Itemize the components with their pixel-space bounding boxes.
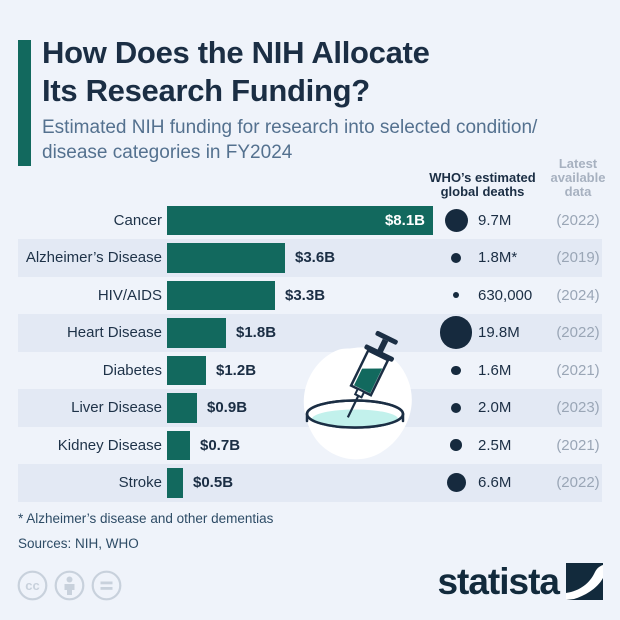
funding-bar (167, 243, 285, 273)
page-subtitle: Estimated NIH funding for research into … (42, 115, 612, 165)
latest-data-year: (2022) (556, 474, 600, 492)
page-title-line1: How Does the NIH Allocate (42, 35, 430, 70)
deaths-value-label: 6.6M (478, 474, 512, 492)
latest-data-year: (2022) (556, 324, 600, 342)
funding-bar (167, 393, 197, 423)
statista-logo-mark (566, 563, 603, 600)
chart-row: HIV/AIDS $3.3B 630,000 (2024) (0, 277, 620, 315)
no-derivatives-icon[interactable] (91, 570, 122, 601)
creative-commons-icon[interactable]: cc (17, 570, 48, 601)
latest-data-year: (2023) (556, 399, 600, 417)
deaths-header-line1: WHO’s estimated (429, 170, 536, 185)
funding-bar (167, 280, 275, 310)
category-label: Stroke (118, 474, 162, 492)
deaths-value-label: 19.8M (478, 324, 520, 342)
deaths-dot (451, 365, 461, 375)
chart-row: Cancer $8.1B 9.7M (2022) (0, 202, 620, 240)
funding-value-label: $0.7B (200, 436, 241, 454)
deaths-value-label: 2.0M (478, 399, 512, 417)
category-label: Diabetes (102, 361, 162, 379)
sources-line: Sources: NIH, WHO (18, 536, 139, 551)
attribution-icon[interactable] (54, 570, 85, 601)
page-subtitle-line2: disease categories in FY2024 (42, 142, 293, 163)
page-title-line2: Its Research Funding? (42, 73, 370, 108)
latest-data-year: (2022) (556, 211, 600, 229)
funding-value-label: $0.5B (193, 474, 234, 492)
latest-data-year: (2021) (556, 436, 600, 454)
category-label: Liver Disease (71, 399, 162, 417)
row-background-band (18, 314, 602, 352)
latest-data-year: (2024) (556, 286, 600, 304)
funding-value-label: $0.9B (207, 399, 248, 417)
chart-row: Kidney Disease $0.7B 2.5M (2021) (0, 427, 620, 465)
chart-row: Alzheimer’s Disease $3.6B 1.8M* (2019) (0, 239, 620, 277)
chart-row: Heart Disease $1.8B 19.8M (2022) (0, 314, 620, 352)
latest-header-line3: data (564, 184, 592, 199)
latest-data-year: (2021) (556, 361, 600, 379)
deaths-dot (444, 208, 468, 232)
funding-value-label: $8.1B (384, 211, 425, 229)
chart-row: Stroke $0.5B 6.6M (2022) (0, 464, 620, 502)
cc-license-icons[interactable]: cc (17, 570, 122, 601)
category-label: HIV/AIDS (97, 286, 162, 304)
deaths-value-label: 2.5M (478, 436, 512, 454)
deaths-value-label: 9.7M (478, 211, 512, 229)
category-label: Cancer (113, 211, 162, 229)
deaths-value-label: 1.6M (478, 361, 512, 379)
funding-bar (167, 318, 226, 348)
row-background-band (18, 464, 602, 502)
statista-wordmark: statista (437, 561, 560, 602)
deaths-dot (450, 402, 462, 413)
deaths-value-label: 1.8M* (478, 249, 518, 267)
svg-text:cc: cc (25, 578, 39, 593)
deaths-dot (446, 473, 466, 493)
footnote: * Alzheimer’s disease and other dementia… (18, 511, 274, 526)
statista-logo[interactable]: statista (437, 563, 603, 600)
category-label: Kidney Disease (57, 436, 162, 454)
funding-value-label: $1.8B (236, 324, 277, 342)
category-label: Heart Disease (66, 324, 162, 342)
funding-bar (167, 468, 183, 498)
deaths-dot (453, 292, 459, 299)
page-title: How Does the NIH Allocate Its Research F… (42, 34, 602, 110)
funding-value-label: $3.3B (285, 286, 326, 304)
latest-header-line2: available (550, 170, 606, 185)
funding-value-label: $1.2B (216, 361, 257, 379)
category-label: Alzheimer’s Disease (25, 249, 162, 267)
title-accent-bar (18, 40, 31, 166)
page-subtitle-line1: Estimated NIH funding for research into … (42, 117, 538, 138)
deaths-dot (439, 316, 473, 350)
chart-row: Diabetes $1.2B 1.6M (2021) (0, 352, 620, 390)
funding-bar: $8.1B (167, 205, 433, 235)
latest-header-line1: Latest (558, 156, 598, 171)
latest-data-year: (2019) (556, 249, 600, 267)
syringe-petri-dish-illustration (303, 330, 412, 460)
deaths-dot (450, 439, 462, 452)
row-background-band (18, 239, 602, 277)
syringe-icon (346, 330, 398, 418)
deaths-header-line2: global deaths (440, 184, 525, 199)
funding-value-label: $3.6B (295, 249, 336, 267)
column-header-latest-data: Latest available data (547, 157, 609, 199)
deaths-value-label: 630,000 (478, 286, 533, 304)
deaths-dot (451, 252, 461, 263)
funding-bar (167, 355, 206, 385)
column-header-global-deaths: WHO’s estimated global deaths (420, 171, 545, 199)
funding-bar (167, 430, 190, 460)
